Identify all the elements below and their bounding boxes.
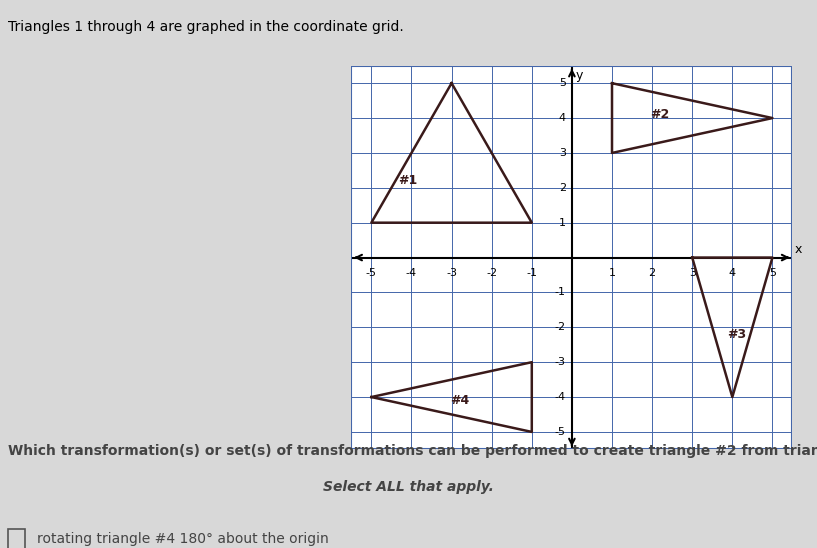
Text: -4: -4 — [555, 392, 566, 402]
Text: 1: 1 — [559, 218, 566, 227]
Text: -3: -3 — [555, 357, 566, 367]
Text: 3: 3 — [689, 268, 696, 278]
Text: #2: #2 — [650, 108, 670, 121]
Text: #4: #4 — [450, 394, 469, 407]
Text: Triangles 1 through 4 are graphed in the coordinate grid.: Triangles 1 through 4 are graphed in the… — [8, 20, 404, 34]
Bar — [8, 529, 25, 548]
Text: #3: #3 — [727, 328, 746, 341]
Text: 1: 1 — [609, 268, 615, 278]
Text: -3: -3 — [446, 268, 457, 278]
Text: #1: #1 — [398, 174, 417, 187]
Text: -5: -5 — [366, 268, 377, 278]
Text: Select ALL that apply.: Select ALL that apply. — [323, 480, 494, 494]
Text: y: y — [576, 69, 583, 82]
Text: Which transformation(s) or set(s) of transformations can be performed to create : Which transformation(s) or set(s) of tra… — [8, 444, 817, 458]
Text: 2: 2 — [559, 183, 566, 193]
Text: 4: 4 — [729, 268, 736, 278]
Text: x: x — [794, 243, 801, 256]
Text: 3: 3 — [559, 148, 566, 158]
Text: -4: -4 — [406, 268, 417, 278]
Text: 5: 5 — [769, 268, 776, 278]
Text: 5: 5 — [559, 78, 566, 88]
Text: 2: 2 — [649, 268, 656, 278]
Text: -2: -2 — [555, 322, 566, 332]
Text: rotating triangle #4 180° about the origin: rotating triangle #4 180° about the orig… — [37, 532, 328, 546]
Text: -1: -1 — [526, 268, 538, 278]
Text: -2: -2 — [486, 268, 498, 278]
Text: 4: 4 — [559, 113, 566, 123]
Text: -5: -5 — [555, 427, 566, 437]
Text: -1: -1 — [555, 288, 566, 298]
